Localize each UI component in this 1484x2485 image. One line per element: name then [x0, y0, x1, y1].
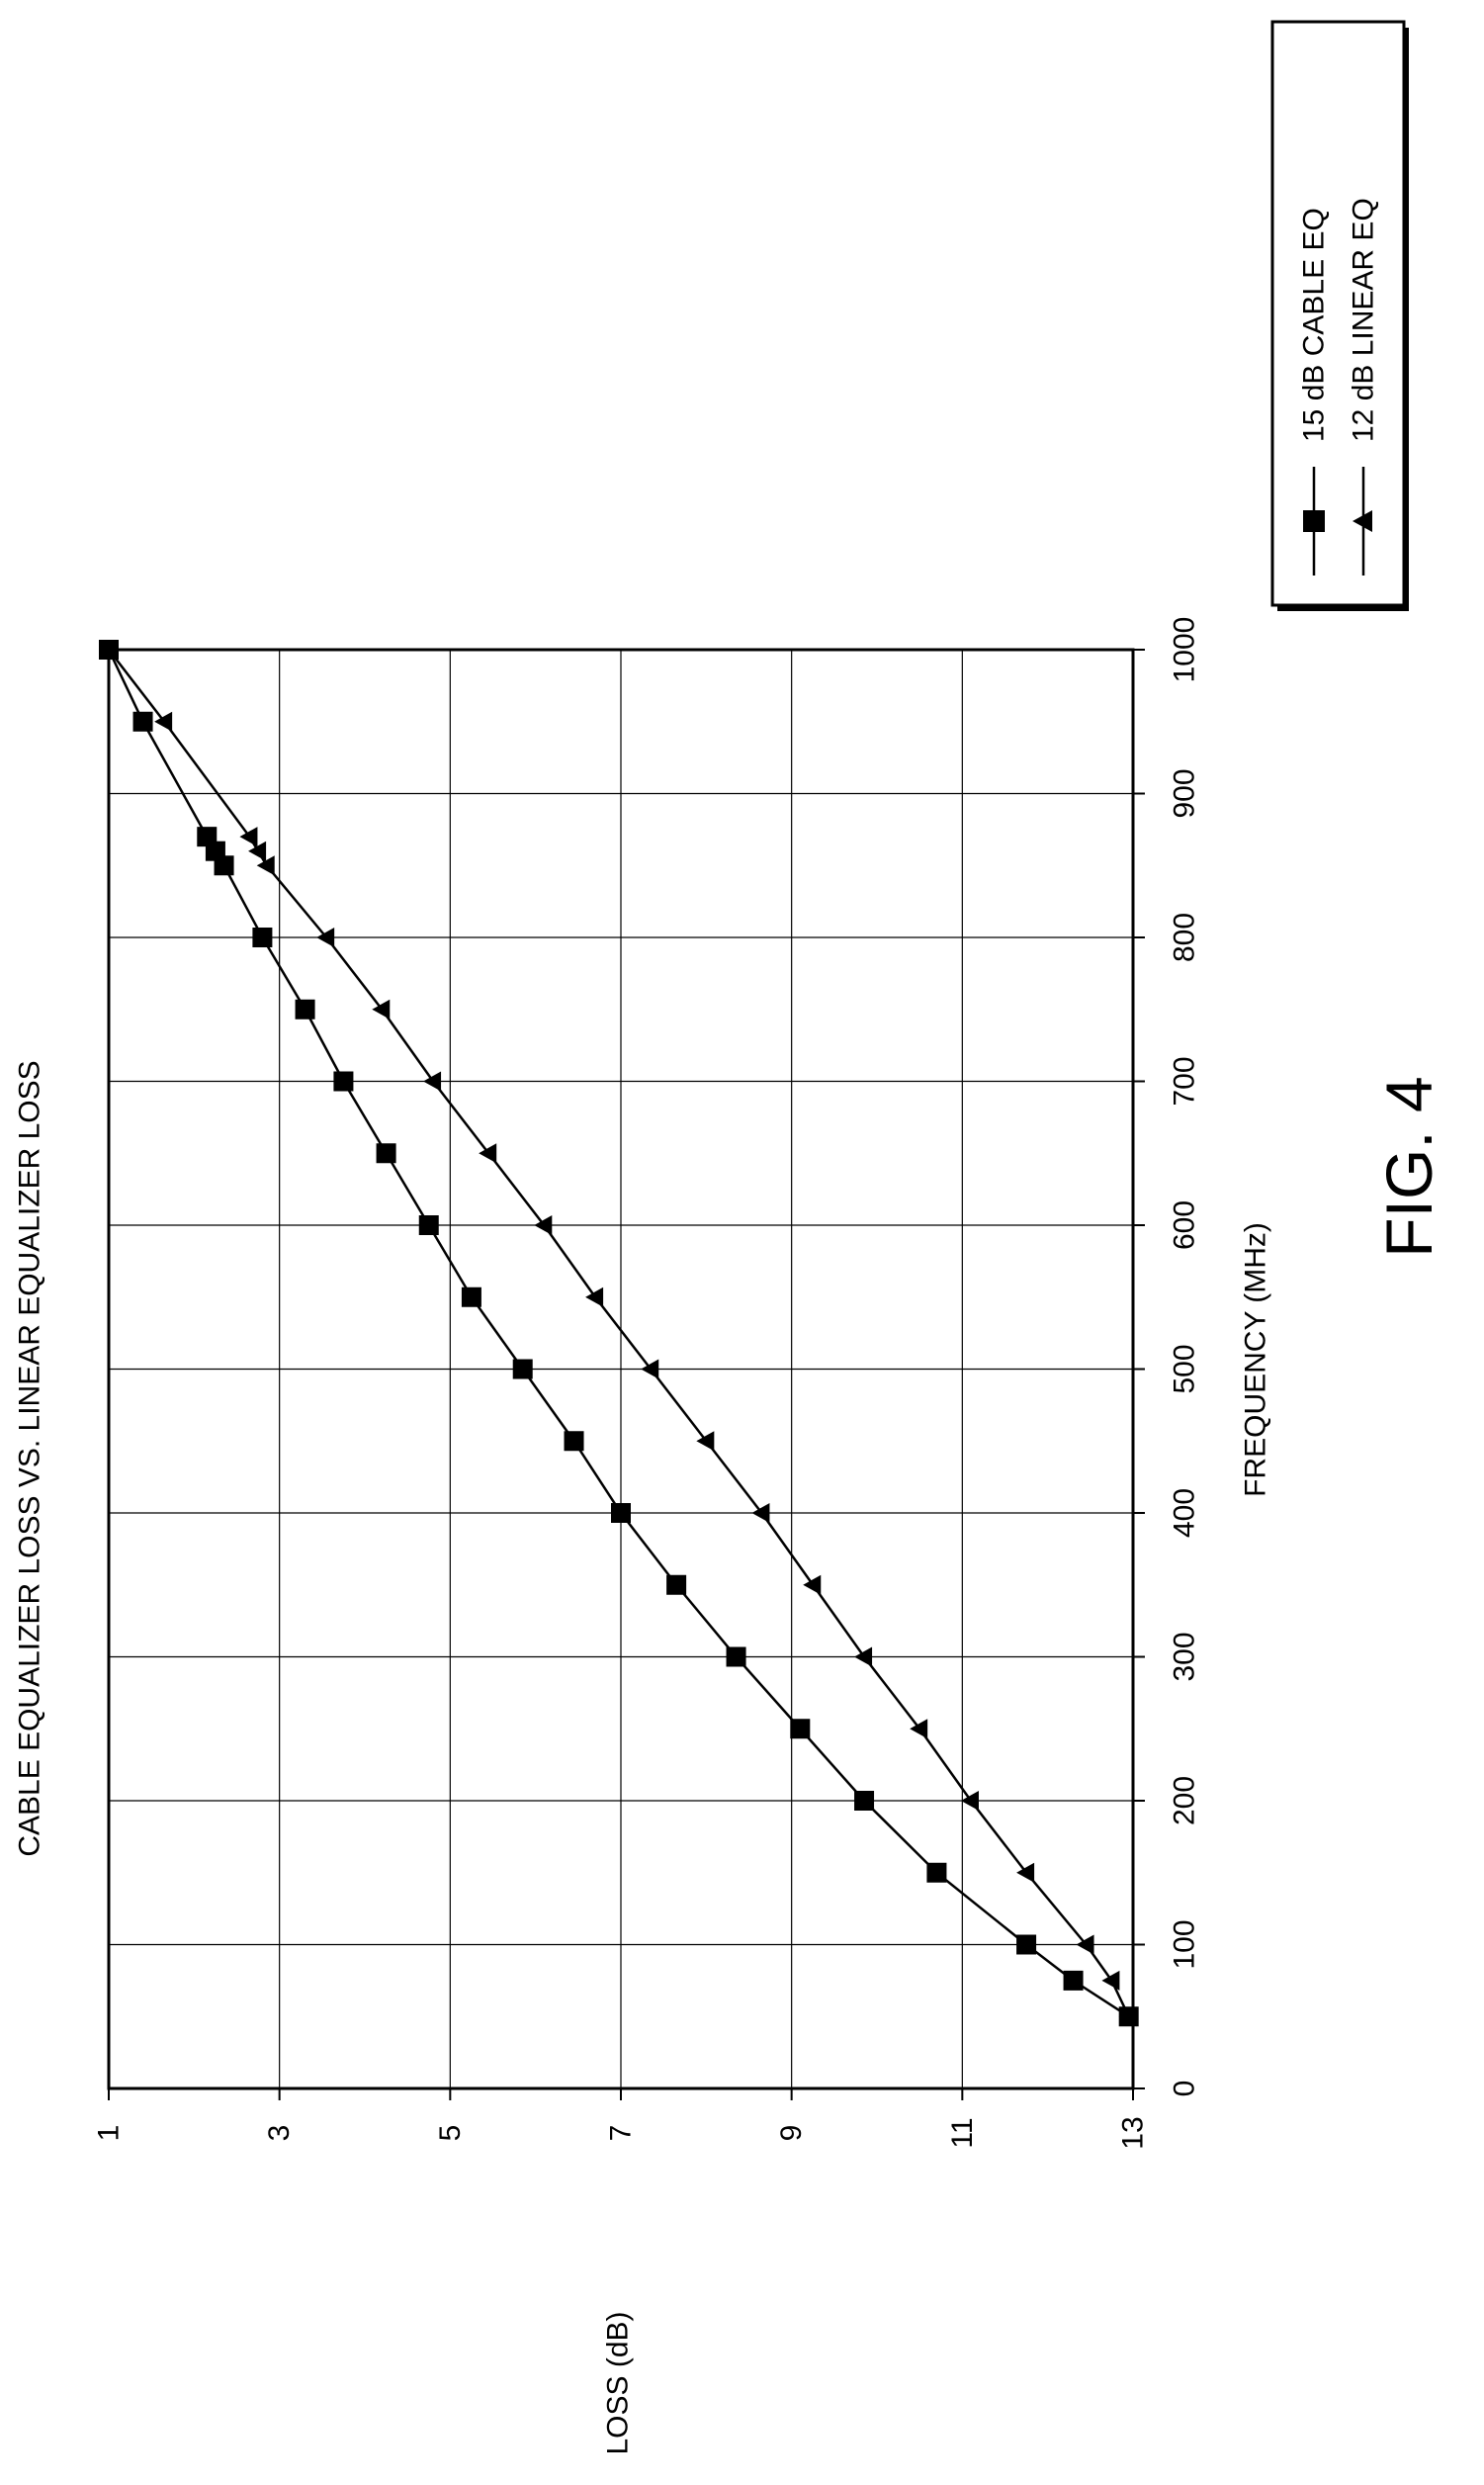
- data-point-triangle: [479, 1143, 497, 1164]
- data-point-triangle: [910, 1719, 928, 1739]
- x-tick-label: 0: [1169, 2081, 1201, 2097]
- data-point-square: [854, 1791, 875, 1811]
- x-tick-label: 900: [1169, 768, 1201, 818]
- y-tick-label: 7: [605, 2125, 638, 2142]
- data-point-square: [926, 1862, 947, 1883]
- data-point-square: [564, 1431, 584, 1452]
- y-tick-label: 1: [93, 2125, 126, 2142]
- data-point-square: [790, 1719, 811, 1739]
- x-tick-label: 200: [1169, 1776, 1201, 1825]
- figure-label: FIG. 4: [1372, 1076, 1445, 1258]
- data-point-square: [1063, 1970, 1084, 1991]
- y-tick-label: 13: [1117, 2116, 1150, 2149]
- data-point-triangle: [256, 855, 275, 876]
- data-point-triangle: [641, 1359, 659, 1379]
- data-point-square: [1016, 1934, 1037, 1955]
- data-point-triangle: [854, 1646, 873, 1667]
- data-point-square: [461, 1287, 481, 1307]
- x-tick-label: 1000: [1169, 617, 1201, 683]
- x-tick-label: 700: [1169, 1056, 1201, 1106]
- data-point-triangle: [154, 711, 173, 732]
- legend-box: [1270, 20, 1406, 607]
- chart-title: CABLE EQUALIZER LOSS VS. LINEAR EQUALIZE…: [14, 1060, 46, 1856]
- data-point-square: [295, 999, 315, 1020]
- data-point-triangle: [585, 1287, 604, 1307]
- data-point-triangle: [239, 827, 258, 847]
- data-point-triangle: [372, 999, 391, 1020]
- data-point-triangle: [803, 1574, 822, 1595]
- data-point-triangle: [751, 1503, 770, 1523]
- x-axis-label: FREQUENCY (MHz): [1240, 1222, 1272, 1497]
- legend-marker-triangle: [1353, 510, 1372, 532]
- x-tick-label: 500: [1169, 1344, 1201, 1393]
- data-point-triangle: [696, 1431, 715, 1452]
- data-point-square: [252, 928, 273, 947]
- data-point-triangle: [1016, 1862, 1035, 1883]
- data-point-square: [666, 1574, 687, 1595]
- data-point-square: [512, 1359, 533, 1379]
- data-point-triangle: [1118, 2006, 1137, 2027]
- x-tick-label: 100: [1169, 1919, 1201, 1969]
- y-tick-label: 9: [775, 2125, 808, 2142]
- data-point-triangle: [534, 1215, 553, 1235]
- y-tick-label: 11: [946, 2117, 979, 2148]
- data-point-triangle: [248, 841, 267, 861]
- data-point-square: [726, 1646, 746, 1667]
- data-point-triangle: [960, 1791, 979, 1811]
- x-tick-label: 800: [1169, 913, 1201, 962]
- legend-entry-1: 12 dB LINEAR EQ: [1348, 198, 1380, 442]
- y-tick-label: 3: [263, 2125, 296, 2142]
- data-point-triangle: [1076, 1934, 1094, 1955]
- y-axis-label: LOSS (dB): [602, 2311, 635, 2454]
- legend-marker-square: [1303, 510, 1325, 532]
- data-point-square: [197, 827, 218, 847]
- data-point-triangle: [423, 1071, 442, 1092]
- data-point-square: [376, 1143, 396, 1164]
- y-tick-label: 5: [434, 2125, 467, 2142]
- legend-entry-0: 15 dB CABLE EQ: [1298, 208, 1331, 442]
- data-point-triangle: [1101, 1970, 1120, 1991]
- data-point-triangle: [99, 640, 117, 660]
- data-point-square: [611, 1503, 631, 1523]
- data-point-square: [333, 1071, 354, 1092]
- data-point-square: [418, 1215, 439, 1235]
- x-tick-label: 600: [1169, 1200, 1201, 1250]
- data-point-triangle: [316, 928, 335, 947]
- x-tick-label: 400: [1169, 1488, 1201, 1538]
- x-tick-label: 300: [1169, 1632, 1201, 1681]
- data-point-square: [132, 711, 153, 732]
